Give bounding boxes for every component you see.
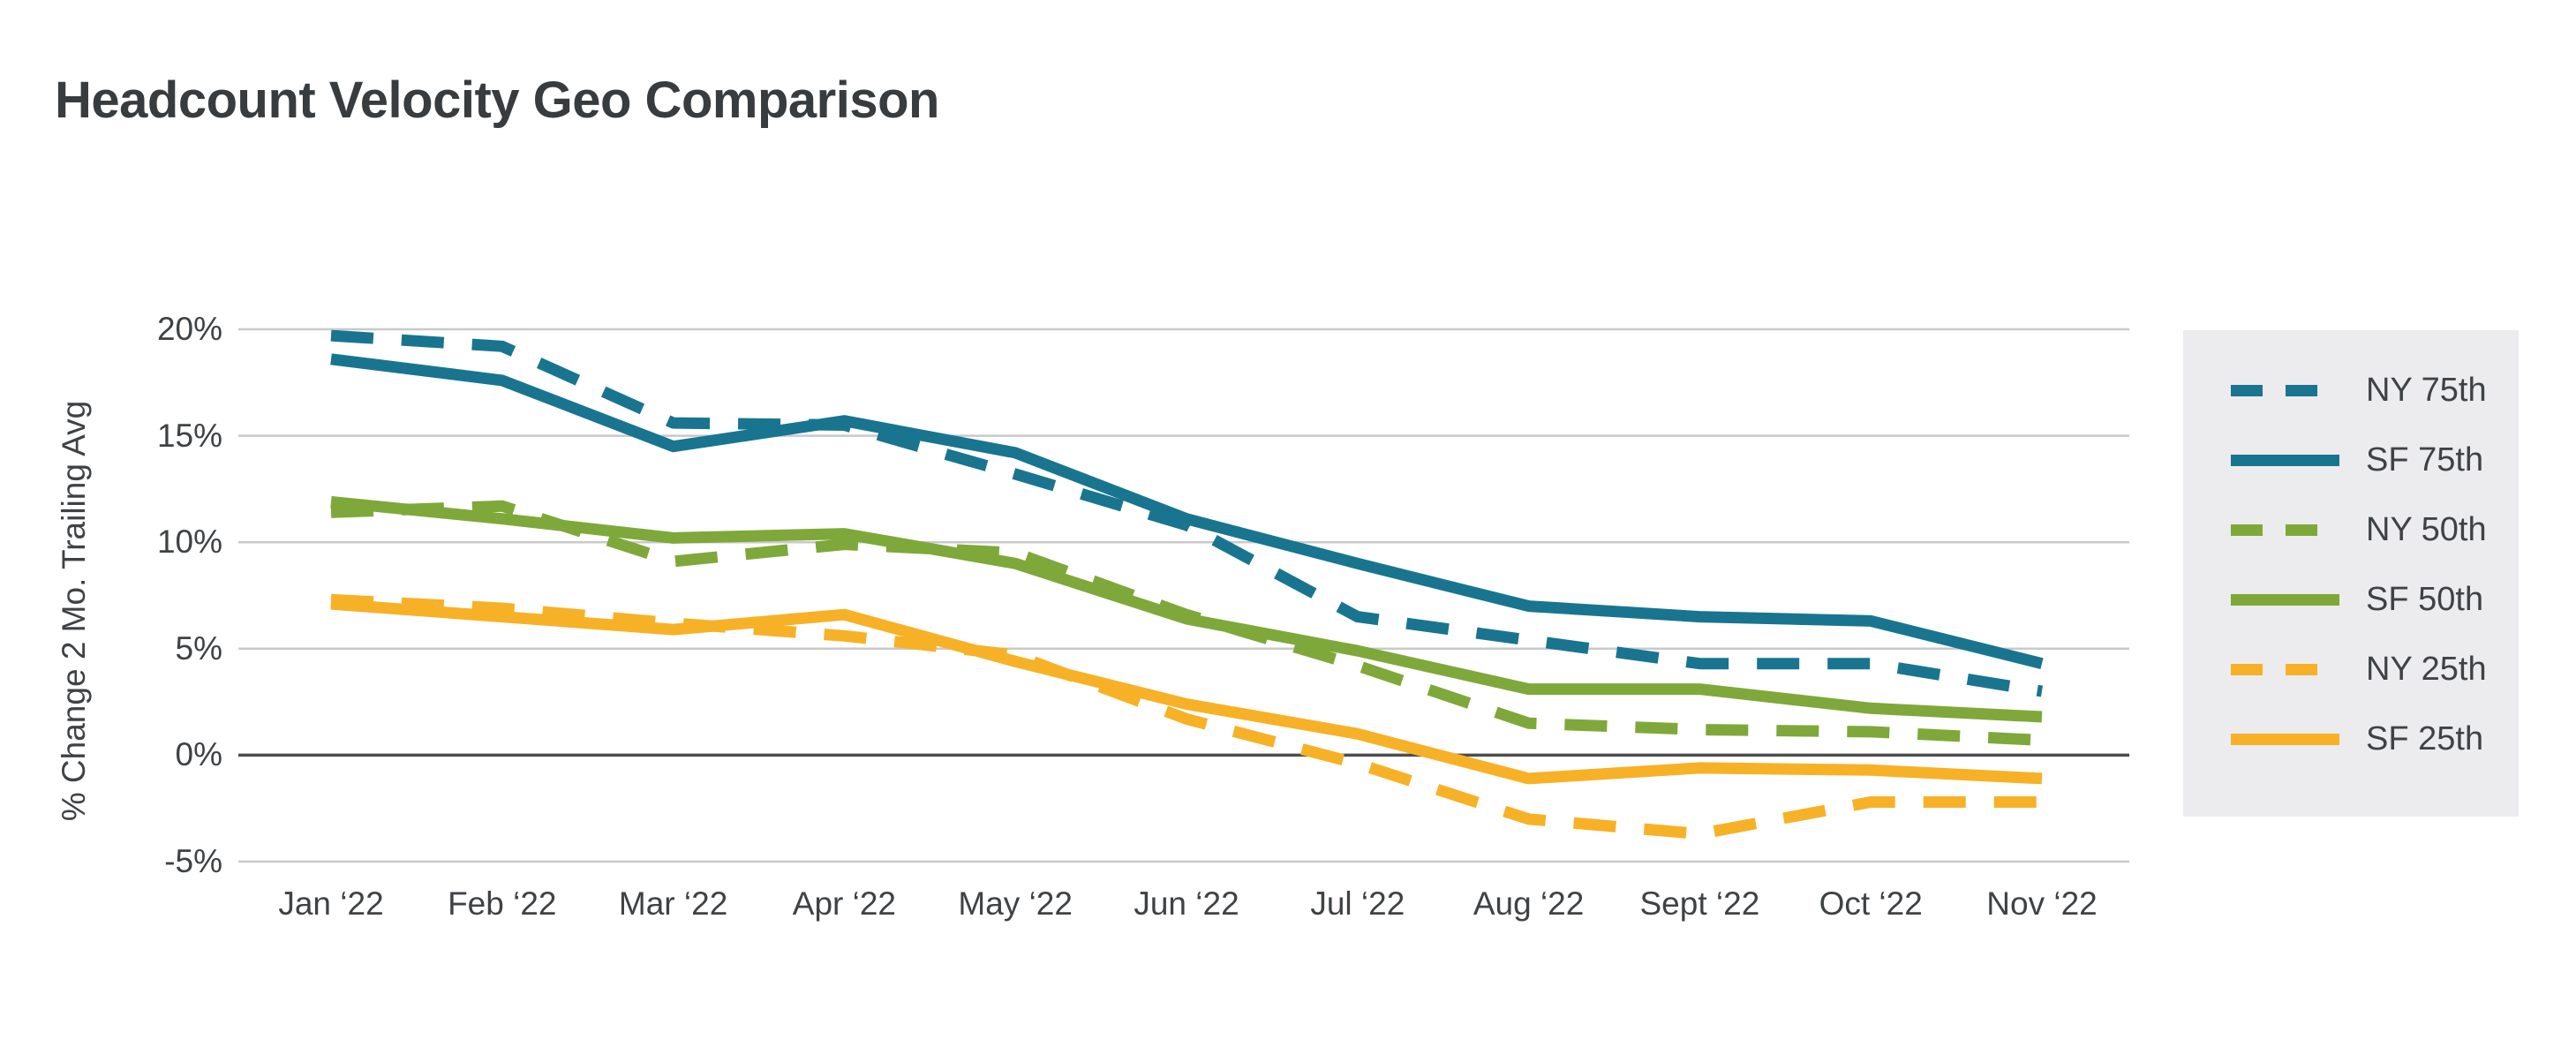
y-tick-label: -5% bbox=[164, 843, 222, 879]
legend-item-sf-25th[interactable]: SF 25th bbox=[2183, 704, 2519, 774]
solid-line-swatch-icon bbox=[2231, 594, 2339, 606]
x-tick-label: Nov ‘22 bbox=[1986, 885, 2098, 922]
series-line-sf-25th bbox=[330, 598, 2043, 785]
series-line-sf-75th bbox=[330, 353, 2044, 670]
x-tick-label: Jul ‘22 bbox=[1310, 885, 1405, 922]
y-tick-label: 5% bbox=[175, 629, 222, 667]
legend-label: NY 25th bbox=[2366, 651, 2487, 688]
y-tick-label: 20% bbox=[156, 311, 222, 347]
x-tick-label: Oct ‘22 bbox=[1819, 885, 1923, 922]
legend-label: SF 75th bbox=[2366, 441, 2484, 478]
legend-item-ny-75th[interactable]: NY 75th bbox=[2183, 356, 2519, 426]
series-line-ny-25th bbox=[330, 593, 2042, 840]
dashed-line-swatch-icon bbox=[2231, 664, 2339, 675]
x-tick-label: May ‘22 bbox=[958, 885, 1073, 922]
x-tick-label: Jan ‘22 bbox=[278, 885, 384, 922]
legend-item-sf-75th[interactable]: SF 75th bbox=[2183, 426, 2519, 495]
y-tick-label: 15% bbox=[156, 417, 222, 454]
x-tick-label: Aug ‘22 bbox=[1473, 885, 1585, 922]
legend-label: SF 50th bbox=[2366, 581, 2484, 618]
dashed-line-swatch-icon bbox=[2231, 385, 2339, 396]
legend: NY 75th SF 75th NY 50th SF 50th NY 25th SF 25… bbox=[2183, 330, 2519, 817]
series-line-ny-50th bbox=[330, 500, 2043, 746]
dashed-line-swatch-icon bbox=[2231, 524, 2339, 536]
legend-label: NY 75th bbox=[2366, 372, 2487, 409]
chart-title: Headcount Velocity Geo Comparison bbox=[55, 72, 939, 129]
solid-line-swatch-icon bbox=[2231, 455, 2339, 466]
legend-item-ny-50th[interactable]: NY 50th bbox=[2183, 495, 2519, 565]
legend-label: NY 50th bbox=[2366, 511, 2487, 548]
y-tick-label: 10% bbox=[156, 524, 222, 561]
x-tick-label: Jun ‘22 bbox=[1134, 885, 1239, 922]
x-tick-label: Feb ‘22 bbox=[448, 885, 557, 922]
y-tick-label: 0% bbox=[175, 736, 222, 773]
x-tick-label: Sept ‘22 bbox=[1639, 885, 1760, 922]
x-tick-label: Apr ‘22 bbox=[792, 885, 896, 922]
x-tick-label: Mar ‘22 bbox=[618, 885, 728, 922]
legend-item-ny-25th[interactable]: NY 25th bbox=[2183, 635, 2519, 704]
legend-label: SF 25th bbox=[2366, 720, 2484, 757]
solid-line-swatch-icon bbox=[2231, 734, 2339, 745]
legend-item-sf-50th[interactable]: SF 50th bbox=[2183, 565, 2519, 635]
series-line-ny-75th bbox=[330, 329, 2044, 697]
